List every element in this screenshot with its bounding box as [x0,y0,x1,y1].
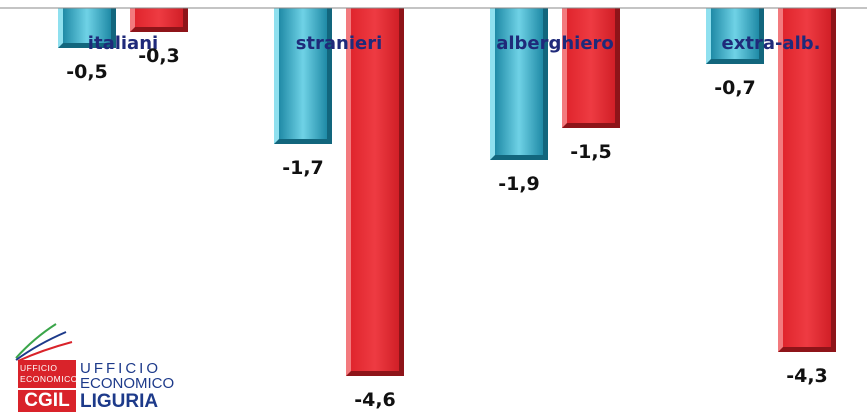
bar-face [783,8,831,347]
logo-ufficio: UFFICIO [80,360,161,377]
bar-bevel-left [130,8,135,32]
value-labels: -0,5 -0,3 -1,7 -4,6 -1,9 -1,5 -0,7 -4,3 [66,45,828,411]
bar-bevel-left [274,8,279,144]
value-label-extra-alb.-series-1: -0,7 [714,77,756,99]
cgil-liguria-logo: UFFICIO ECONOMICO CGIL UFFICIO ECONOMICO… [14,318,184,414]
value-label-alberghiero-series-2: -1,5 [570,141,612,163]
bar-bevel-left [58,8,63,48]
bar-bevel-left [778,8,783,352]
value-label-stranieri-series-2: -4,6 [354,389,396,411]
bar-face [135,8,183,27]
bar-face [63,8,111,43]
bar-bevel-left [346,8,351,376]
value-label-italiani-series-1: -0,5 [66,61,108,83]
logo-economico-small: ECONOMICO [20,374,78,384]
logo-red-box: UFFICIO ECONOMICO [18,360,78,388]
value-label-alberghiero-series-1: -1,9 [498,173,540,195]
bar-face [351,8,399,371]
category-labels: italiani stranieri alberghiero extra-alb. [88,33,821,54]
bars-group [58,8,836,376]
value-label-italiani-series-2: -0,3 [138,45,180,67]
bar-extra-alb.-series-2 [778,8,836,352]
bar-bevel-left [562,8,567,128]
bar-bevel-left [706,8,711,64]
logo-cgil: CGIL [18,390,76,412]
value-label-extra-alb.-series-2: -4,3 [786,365,828,387]
bar-face [279,8,327,139]
bar-italiani-series-2 [130,8,188,32]
logo-ufficio-small: UFFICIO [20,363,58,373]
bar-italiani-series-1 [58,8,116,48]
bar-stranieri-series-1 [274,8,332,144]
value-label-stranieri-series-1: -1,7 [282,157,324,179]
logo-economico: ECONOMICO [80,375,175,392]
bar-stranieri-series-2 [346,8,404,376]
logo-swoosh-icon [15,323,73,362]
bar-face [495,8,543,155]
bar-bevel-left [490,8,495,160]
bar-face [711,8,759,59]
bar-alberghiero-series-2 [562,8,620,128]
category-label-stranieri: stranieri [296,33,383,54]
bar-extra-alb.-series-1 [706,8,764,64]
bar-face [567,8,615,123]
category-label-extra-alb.: extra-alb. [722,33,821,54]
category-label-italiani: italiani [88,33,158,54]
logo-liguria: LIGURIA [80,391,159,412]
category-label-alberghiero: alberghiero [496,33,614,54]
bar-alberghiero-series-1 [490,8,548,160]
